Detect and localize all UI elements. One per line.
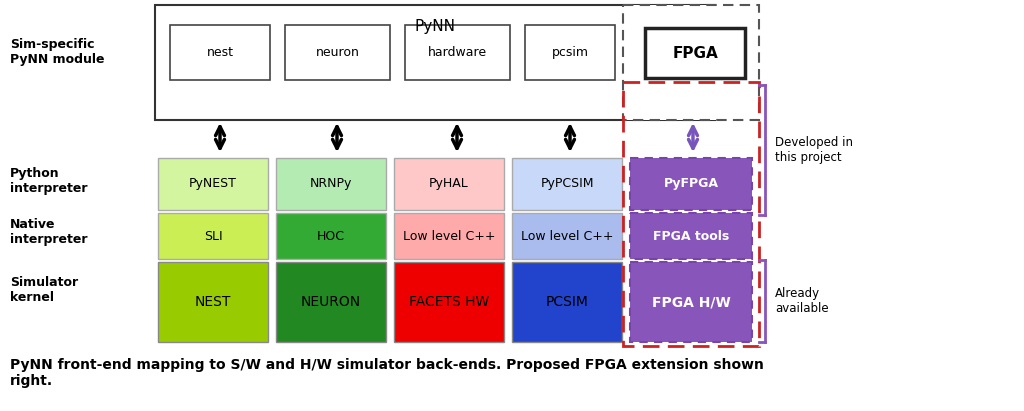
Text: PyFPGA: PyFPGA — [664, 178, 719, 191]
Bar — [630, 158, 752, 210]
Text: neuron: neuron — [315, 46, 359, 59]
Text: Native
interpreter: Native interpreter — [10, 218, 87, 246]
Bar — [525, 25, 615, 80]
Bar — [406, 25, 510, 80]
Text: PCSIM: PCSIM — [546, 295, 589, 309]
Bar — [623, 5, 759, 120]
Bar — [394, 262, 504, 342]
Bar — [158, 262, 268, 342]
Bar — [158, 213, 268, 259]
Text: FPGA: FPGA — [672, 46, 718, 60]
Bar — [623, 82, 759, 346]
Text: NEURON: NEURON — [301, 295, 361, 309]
Text: PyPCSIM: PyPCSIM — [541, 178, 594, 191]
Text: HOC: HOC — [317, 229, 345, 242]
Text: Python
interpreter: Python interpreter — [10, 167, 87, 195]
Text: Developed in
this project: Developed in this project — [775, 136, 853, 164]
Text: Low level C++: Low level C++ — [402, 229, 496, 242]
Text: PyNN: PyNN — [415, 18, 456, 34]
Bar — [630, 262, 752, 342]
Text: hardware: hardware — [428, 46, 487, 59]
Bar — [645, 28, 745, 78]
Text: Low level C++: Low level C++ — [521, 229, 613, 242]
Bar — [394, 158, 504, 210]
Text: FACETS HW: FACETS HW — [409, 295, 489, 309]
Bar — [170, 25, 270, 80]
Bar — [158, 158, 268, 210]
Bar — [512, 262, 622, 342]
Text: SLI: SLI — [204, 229, 222, 242]
Text: pcsim: pcsim — [552, 46, 589, 59]
Text: PyHAL: PyHAL — [429, 178, 469, 191]
Text: PyNN front-end mapping to S/W and H/W simulator back-ends. Proposed FPGA extensi: PyNN front-end mapping to S/W and H/W si… — [10, 358, 764, 388]
Bar — [276, 158, 386, 210]
Text: PyNEST: PyNEST — [189, 178, 237, 191]
Bar — [512, 158, 622, 210]
Text: FPGA tools: FPGA tools — [653, 229, 729, 242]
Bar — [630, 213, 752, 259]
Text: FPGA H/W: FPGA H/W — [651, 295, 730, 309]
Bar — [285, 25, 390, 80]
Text: NEST: NEST — [195, 295, 231, 309]
Bar — [276, 213, 386, 259]
Bar — [276, 262, 386, 342]
Text: nest: nest — [207, 46, 233, 59]
Text: Sim-specific
PyNN module: Sim-specific PyNN module — [10, 38, 104, 66]
Text: Simulator
kernel: Simulator kernel — [10, 276, 78, 304]
Bar — [512, 213, 622, 259]
Bar — [394, 213, 504, 259]
Text: Already
available: Already available — [775, 287, 828, 315]
Text: NRNPy: NRNPy — [310, 178, 352, 191]
Bar — [155, 5, 715, 120]
